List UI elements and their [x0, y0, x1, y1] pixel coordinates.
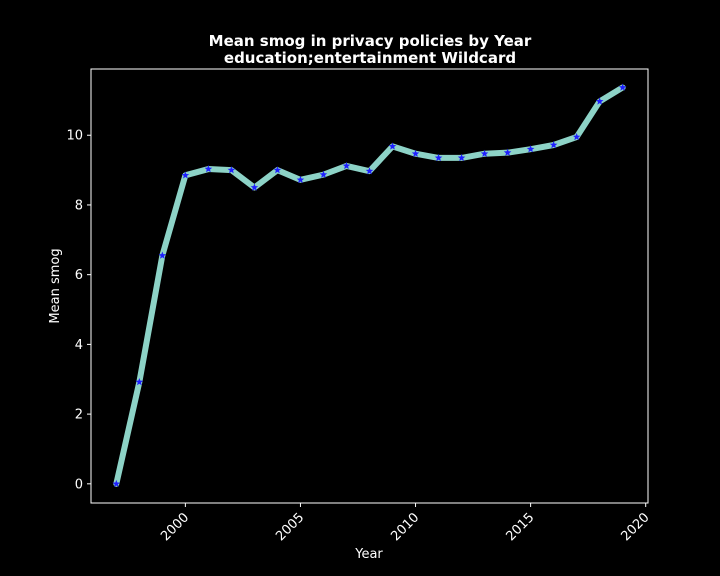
y-tick-label: 10: [66, 129, 83, 144]
data-point-marker: [365, 167, 374, 175]
plot-area: [112, 83, 627, 488]
data-point-marker: [618, 83, 627, 91]
data-point-marker: [112, 479, 121, 488]
y-tick-label: 0: [75, 477, 83, 492]
x-axis-label: Year: [354, 547, 383, 562]
y-axis: 0 2 4 6 8 10: [66, 129, 91, 492]
y-tick-label: 6: [75, 268, 83, 283]
data-point-marker: [296, 175, 305, 184]
data-point-marker: [342, 161, 351, 170]
data-point-marker: [227, 166, 236, 174]
plot-frame: [90, 68, 649, 504]
data-point-marker: [480, 149, 489, 157]
data-point-marker: [503, 148, 512, 156]
data-point-marker: [204, 165, 213, 173]
y-tick-label: 2: [75, 408, 83, 423]
data-point-marker: [135, 378, 144, 386]
data-point-marker: [595, 97, 604, 105]
chart-title-line-1: Mean smog in privacy policies by Year: [209, 32, 532, 50]
y-axis-label: Mean smog: [48, 248, 63, 323]
data-point-marker: [411, 149, 420, 157]
data-point-marker: [388, 142, 397, 150]
y-tick-label: 8: [75, 198, 83, 213]
data-point-marker: [273, 166, 282, 174]
data-point-marker: [457, 153, 466, 162]
y-tick-label: 4: [75, 338, 83, 353]
data-point-marker: [549, 140, 558, 149]
data-point-marker: [526, 145, 535, 153]
data-point-marker: [158, 251, 167, 259]
data-point-marker: [434, 153, 443, 162]
data-point-marker: [250, 183, 259, 191]
data-point-marker: [319, 170, 328, 178]
data-point-marker: [181, 171, 190, 179]
data-point-marker: [572, 132, 581, 141]
chart-title-line-2: education;entertainment Wildcard: [224, 49, 516, 67]
